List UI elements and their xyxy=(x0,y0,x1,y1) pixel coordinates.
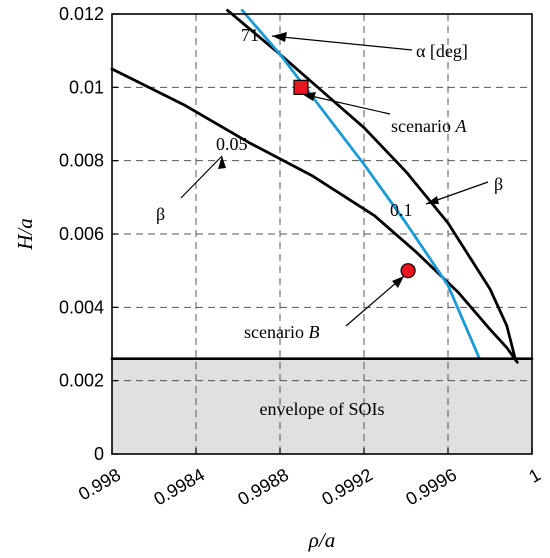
scenario-a-arrow xyxy=(301,93,391,115)
scenario-b-marker xyxy=(400,263,416,279)
beta-low-symbol: β xyxy=(156,204,165,224)
x-tick-label: 0.9984 xyxy=(150,465,208,510)
alpha-value-label: 71 xyxy=(241,25,259,45)
x-tick-label: 1 xyxy=(525,465,544,487)
y-tick-label: 0.012 xyxy=(59,4,104,24)
annotation-arrows xyxy=(180,35,489,327)
x-tick-label: 0.9988 xyxy=(234,465,292,510)
beta-high-symbol: β xyxy=(494,174,503,194)
beta-low-arrow xyxy=(180,155,223,199)
scenario-b-label: scenario B xyxy=(244,322,319,342)
x-tick-label: 0.9996 xyxy=(402,465,460,510)
envelope-region xyxy=(112,358,532,454)
y-tick-label: 0.004 xyxy=(59,297,104,317)
y-tick-label: 0.01 xyxy=(69,77,104,97)
y-axis-title: H/a xyxy=(13,218,37,251)
alpha-label: α [deg] xyxy=(416,41,468,61)
y-tick-label: 0.002 xyxy=(59,371,104,391)
scenario-markers xyxy=(293,79,416,279)
grid xyxy=(112,14,532,454)
series-line--0-05 xyxy=(110,67,519,364)
beta-low-value-label: 0.05 xyxy=(216,134,248,154)
scenario-b-arrow xyxy=(345,275,405,327)
scenario-a-label: scenario A xyxy=(391,116,467,136)
x-tick-label: 0.9992 xyxy=(318,465,376,510)
y-tick-labels: 0 0.002 0.004 0.006 0.008 0.01 0.012 xyxy=(59,4,104,464)
series-layer xyxy=(110,8,534,364)
x-tick-label: 0.998 xyxy=(75,465,124,505)
series-line--71 xyxy=(240,8,481,361)
alpha-arrow xyxy=(271,35,413,51)
tick-marks xyxy=(111,13,533,455)
beta-high-value-label: 0.1 xyxy=(390,200,413,220)
x-tick-labels: 0.998 0.9984 0.9988 0.9992 0.9996 1 xyxy=(75,465,544,510)
y-tick-label: 0 xyxy=(94,444,104,464)
arrowheads xyxy=(218,32,439,288)
series-line--0-1 xyxy=(226,8,517,361)
x-axis-title: ρ/a xyxy=(308,528,335,552)
scenario-a-marker xyxy=(293,79,309,95)
y-tick-label: 0.008 xyxy=(59,151,104,171)
envelope-label: envelope of SOIs xyxy=(260,399,385,419)
y-tick-label: 0.006 xyxy=(59,224,104,244)
